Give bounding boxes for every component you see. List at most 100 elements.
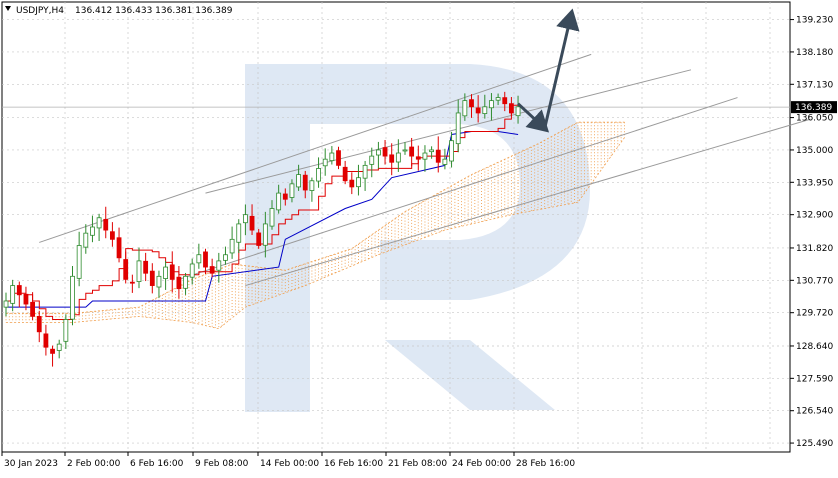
y-tick-label: 138.180 [796,48,833,58]
candle-body [236,223,242,243]
candle-body [402,149,408,152]
candle-body [156,275,162,288]
y-tick-label: 136.050 [796,114,833,124]
x-tick-label: 16 Feb 16:00 [324,459,383,469]
candle-body [316,168,321,182]
candle-body [508,103,514,114]
candle-body [163,266,169,279]
candle-body [322,158,328,167]
y-tick-label: 126.540 [796,407,833,417]
candle-body [409,146,415,157]
candle-body [169,264,175,280]
x-tick-label: 30 Jan 2023 [4,459,58,469]
candle-body [415,156,421,160]
candle-body [309,180,315,191]
candle-body [50,348,55,354]
y-tick-label: 130.770 [796,276,833,286]
y-tick-label: 131.820 [796,244,833,254]
candle-body [136,260,142,282]
candle-body [269,208,275,227]
candle-body [103,218,109,231]
candle-body [3,300,9,308]
candle-body [30,301,36,317]
candle-body [469,99,474,108]
candle-body [495,97,501,101]
candle-body [216,260,222,271]
x-tick-label: 21 Feb 08:00 [388,459,447,469]
y-tick-label: 137.130 [796,80,833,90]
y-tick-label: 135.000 [796,146,833,156]
candle-body [395,152,401,163]
candle-body [336,150,341,166]
y-tick-label: 132.900 [796,211,833,221]
candle-body [176,276,182,290]
y-tick-label: 139.230 [796,16,833,26]
candle-body [475,107,481,114]
grid [1,1,791,453]
candle-body [110,231,115,240]
candle-body [422,152,428,160]
current-price-label: 136.389 [795,103,832,113]
x-tick-label: 14 Feb 00:00 [260,459,319,469]
candle-body [489,100,494,109]
candle-body [389,154,395,163]
candle-body [362,164,368,179]
candle-body [289,183,295,198]
x-tick-label: 9 Feb 08:00 [195,459,249,469]
candle-body [96,217,102,229]
candle-body [83,232,89,248]
candle-body [382,147,388,157]
candle-body [189,263,195,278]
forecast-arrow [543,8,580,129]
candle-body [515,106,521,117]
candle-body [262,223,268,246]
candle-body [229,238,235,254]
y-tick-label: 125.490 [796,439,833,449]
candle-body [90,226,95,236]
candle-body [449,140,454,162]
trend-channel [39,53,811,287]
candle-body [442,158,448,165]
candle-body [435,149,441,163]
candle-body [123,259,129,280]
candle-body [296,174,302,188]
candle-body [56,343,62,351]
candle-body [10,285,16,304]
current-price-box [791,101,837,114]
candle-body [256,232,262,246]
candle-body [23,293,29,305]
candle-body [356,177,361,188]
candle-body [129,281,135,284]
candle-body [196,254,202,264]
cloud-edge-b [6,137,625,330]
ohlc-values: 136.412 136.433 136.381 136.389 [75,6,233,16]
candle-body [276,192,282,211]
candle-body [502,97,508,105]
channel-line [39,53,592,243]
forecast-arrow [517,102,550,133]
candle-body [369,155,375,165]
x-tick-label: 24 Feb 00:00 [452,459,511,469]
channel-line [245,118,811,287]
candle-body [342,166,348,182]
watermark-logo [245,64,590,412]
candle-body [429,149,435,153]
candle-body [203,251,208,268]
axes: 139.230 138.180 137.130 136.050 135.000 133.9… [1,16,837,469]
candle-body [302,174,308,191]
symbol-label: USDJPY,H4 [16,6,64,16]
channel-line [205,69,692,194]
x-tick-label: 2 Feb 00:00 [67,459,121,469]
candle-body [183,275,188,289]
candle-body [43,333,49,348]
candle-body [223,254,228,261]
candle-body [76,245,82,279]
plot-frame [1,1,791,453]
dropdown-triangle-icon[interactable] [5,6,11,11]
candle-body [462,100,468,117]
y-tick-label: 127.590 [796,374,833,384]
candle-body [455,112,461,145]
candle-body [249,215,255,231]
